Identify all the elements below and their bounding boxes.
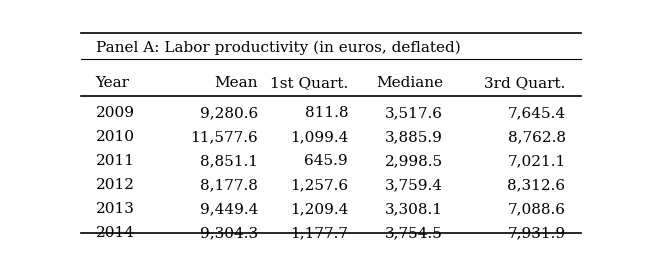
Text: 2,998.5: 2,998.5 bbox=[385, 154, 443, 168]
Text: 1,209.4: 1,209.4 bbox=[290, 202, 348, 216]
Text: 3,754.5: 3,754.5 bbox=[385, 226, 443, 240]
Text: 3rd Quart.: 3rd Quart. bbox=[484, 76, 566, 90]
Text: 3,308.1: 3,308.1 bbox=[385, 202, 443, 216]
Text: 8,762.8: 8,762.8 bbox=[508, 130, 566, 144]
Text: 8,851.1: 8,851.1 bbox=[200, 154, 258, 168]
Text: 3,885.9: 3,885.9 bbox=[385, 130, 443, 144]
Text: 2013: 2013 bbox=[95, 202, 135, 216]
Text: 11,577.6: 11,577.6 bbox=[190, 130, 258, 144]
Text: 2014: 2014 bbox=[95, 226, 135, 240]
Text: 3,759.4: 3,759.4 bbox=[385, 178, 443, 192]
Text: 3,517.6: 3,517.6 bbox=[385, 106, 443, 120]
Text: 1,177.7: 1,177.7 bbox=[290, 226, 348, 240]
Text: 1st Quart.: 1st Quart. bbox=[270, 76, 348, 90]
Text: 9,304.3: 9,304.3 bbox=[200, 226, 258, 240]
Text: Year: Year bbox=[95, 76, 130, 90]
Text: 1,099.4: 1,099.4 bbox=[290, 130, 348, 144]
Text: Mean: Mean bbox=[215, 76, 258, 90]
Text: 2010: 2010 bbox=[95, 130, 135, 144]
Text: 8,312.6: 8,312.6 bbox=[508, 178, 566, 192]
Text: 7,021.1: 7,021.1 bbox=[507, 154, 566, 168]
Text: 9,280.6: 9,280.6 bbox=[200, 106, 258, 120]
Text: 645.9: 645.9 bbox=[304, 154, 348, 168]
Text: 2012: 2012 bbox=[95, 178, 135, 192]
Text: 2009: 2009 bbox=[95, 106, 135, 120]
Text: 7,088.6: 7,088.6 bbox=[508, 202, 566, 216]
Text: 7,645.4: 7,645.4 bbox=[508, 106, 566, 120]
Text: 8,177.8: 8,177.8 bbox=[200, 178, 258, 192]
Text: Panel A: Labor productivity (in euros, deflated): Panel A: Labor productivity (in euros, d… bbox=[95, 41, 461, 55]
Text: 2011: 2011 bbox=[95, 154, 135, 168]
Text: 1,257.6: 1,257.6 bbox=[290, 178, 348, 192]
Text: Mediane: Mediane bbox=[376, 76, 443, 90]
Text: 811.8: 811.8 bbox=[304, 106, 348, 120]
Text: 9,449.4: 9,449.4 bbox=[200, 202, 258, 216]
Text: 7,931.9: 7,931.9 bbox=[508, 226, 566, 240]
